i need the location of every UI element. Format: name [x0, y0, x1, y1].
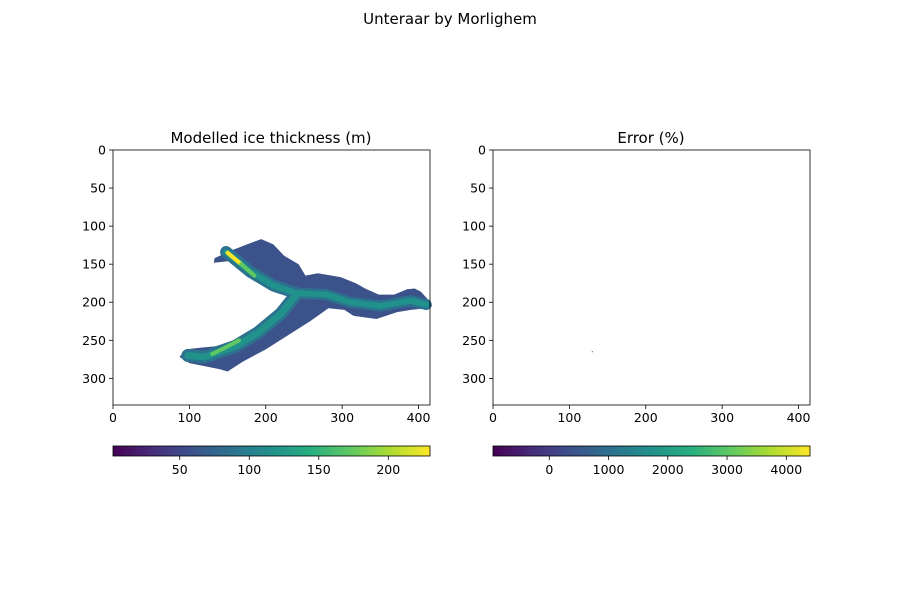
error-colorbar-tick-label: 2000 — [652, 462, 684, 477]
thickness-y-tick-label: 100 — [82, 219, 106, 234]
thickness-colorbar: 50 100 150 200 — [112, 445, 431, 477]
thickness-y-ticks: 0 50 100 150 200 250 300 — [82, 143, 113, 386]
error-y-tick-label: 150 — [462, 257, 486, 272]
glacier-thick-spot-mid — [239, 262, 257, 278]
glacier-trunk-core — [293, 290, 430, 309]
error-x-tick-label: 200 — [634, 410, 658, 425]
thickness-panel: Modelled ice thickness (m) 0 100 200 300 400… — [82, 129, 433, 477]
error-y-tick-label: 250 — [462, 333, 486, 348]
error-y-tick-label: 50 — [470, 181, 486, 196]
error-x-ticks: 0 100 200 300 400 — [489, 405, 811, 425]
thickness-colorbar-tick-label: 200 — [376, 462, 400, 477]
glacier-thick-spot-lower — [210, 338, 241, 356]
thickness-y-tick-label: 250 — [82, 333, 106, 348]
error-x-tick-label: 400 — [787, 410, 811, 425]
glacier-thick-spot-upper — [225, 250, 244, 267]
error-colorbar-tick-label: 0 — [545, 462, 553, 477]
thickness-y-tick-label: 300 — [82, 371, 106, 386]
error-x-tick-label: 0 — [489, 410, 497, 425]
error-colorbar-tick-label: 3000 — [711, 462, 743, 477]
glacier-outline — [179, 239, 433, 372]
error-point — [591, 351, 593, 353]
figure-suptitle: Unteraar by Morlighem — [363, 10, 537, 28]
thickness-y-tick-label: 0 — [98, 143, 106, 158]
error-y-tick-label: 0 — [478, 143, 486, 158]
error-colorbar-ticks: 0 1000 2000 3000 4000 — [545, 456, 802, 477]
thickness-x-tick-label: 200 — [254, 410, 278, 425]
error-colorbar-tick-label: 1000 — [593, 462, 625, 477]
error-x-tick-label: 300 — [710, 410, 734, 425]
thickness-y-tick-label: 50 — [90, 181, 106, 196]
glacier-lower-core — [184, 291, 300, 361]
error-colorbar-gradient — [492, 445, 811, 457]
thickness-x-tick-label: 400 — [407, 410, 431, 425]
error-y-tick-label: 200 — [462, 295, 486, 310]
thickness-axes-frame — [112, 149, 431, 406]
thickness-colorbar-tick-label: 100 — [237, 462, 261, 477]
error-points — [591, 351, 593, 353]
error-title: Error (%) — [617, 129, 684, 147]
error-axes-frame — [492, 149, 811, 406]
thickness-y-tick-label: 150 — [82, 257, 106, 272]
thickness-colorbar-tick-label: 150 — [307, 462, 331, 477]
glacier-thickness-field — [179, 239, 433, 372]
error-plot-area — [492, 149, 811, 406]
thickness-colorbar-tick-label: 50 — [172, 462, 188, 477]
error-panel: Error (%) 0 100 200 300 400 0 50 100 150 200 250 3… — [462, 129, 810, 477]
thickness-x-ticks: 0 100 200 300 400 — [109, 405, 431, 425]
error-x-tick-label: 100 — [557, 410, 581, 425]
thickness-y-tick-label: 200 — [82, 295, 106, 310]
thickness-colorbar-ticks: 50 100 150 200 — [172, 456, 400, 477]
thickness-plot-area — [112, 149, 433, 406]
thickness-x-tick-label: 300 — [330, 410, 354, 425]
thickness-x-tick-label: 100 — [177, 410, 201, 425]
error-y-ticks: 0 50 100 150 200 250 300 — [462, 143, 493, 386]
error-y-tick-label: 100 — [462, 219, 486, 234]
error-colorbar: 0 1000 2000 3000 4000 — [492, 445, 811, 477]
error-y-tick-label: 300 — [462, 371, 486, 386]
thickness-title: Modelled ice thickness (m) — [170, 129, 371, 147]
error-colorbar-tick-label: 4000 — [770, 462, 802, 477]
thickness-x-tick-label: 0 — [109, 410, 117, 425]
thickness-colorbar-gradient — [112, 445, 431, 457]
